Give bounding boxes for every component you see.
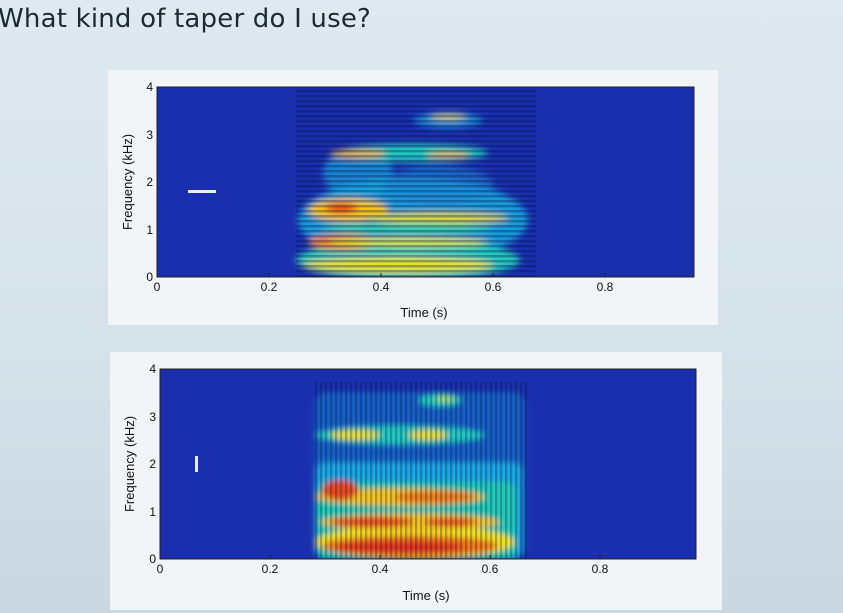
y-axis-label: Frequency (kHz) — [122, 416, 137, 512]
y-tick-label: 3 — [146, 128, 153, 142]
spectrogram-long-window: 0 0.2 0.4 0.6 0.8 0 1 2 3 4 Time (s) Fre… — [120, 80, 695, 320]
spectrogram-panel-short-window: 0 0.2 0.4 0.6 0.8 0 1 2 3 4 Time (s) Fre… — [110, 352, 722, 610]
x-tick-label: 0.8 — [597, 280, 614, 294]
spectrogram-panel-long-window: 0 0.2 0.4 0.6 0.8 0 1 2 3 4 Time (s) Fre… — [108, 70, 718, 325]
x-tick-label: 0.2 — [261, 280, 278, 294]
x-tick-label: 0 — [154, 280, 161, 294]
slide-title: What kind of taper do I use? — [0, 4, 372, 34]
x-tick-label: 0.6 — [485, 280, 502, 294]
spectrogram-short-window: 0 0.2 0.4 0.6 0.8 0 1 2 3 4 Time (s) Fre… — [122, 362, 697, 603]
x-ticks — [156, 273, 606, 277]
x-tick-label: 0 — [157, 562, 164, 576]
y-axis-label: Frequency (kHz) — [120, 134, 135, 230]
taper-marker-vertical-icon — [195, 456, 198, 472]
y-tick-label: 1 — [146, 223, 153, 237]
x-ticks — [159, 555, 601, 559]
y-tick-label: 2 — [146, 175, 153, 189]
y-tick-label: 3 — [149, 410, 156, 424]
y-tick-label: 4 — [149, 362, 156, 376]
x-tick-label: 0.8 — [592, 562, 609, 576]
x-axis-label: Time (s) — [400, 305, 447, 320]
x-tick-label: 0.2 — [262, 562, 279, 576]
taper-marker-horizontal-icon — [188, 190, 216, 193]
y-tick-label: 0 — [149, 552, 156, 566]
x-tick-label: 0.4 — [372, 562, 389, 576]
y-tick-label: 4 — [146, 80, 153, 94]
y-tick-label: 2 — [149, 457, 156, 471]
y-tick-label: 1 — [149, 505, 156, 519]
x-tick-label: 0.6 — [482, 562, 499, 576]
x-tick-label: 0.4 — [373, 280, 390, 294]
y-tick-label: 0 — [146, 270, 153, 284]
x-axis-label: Time (s) — [402, 588, 449, 603]
